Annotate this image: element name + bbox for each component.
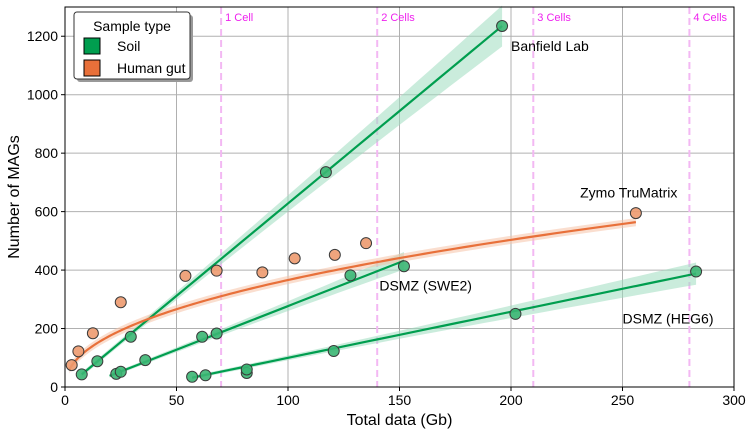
y-tick-label: 600 (35, 204, 59, 220)
data-point (629, 207, 642, 220)
x-tick-label: 0 (61, 392, 69, 408)
series-label: DSMZ (SWE2) (379, 278, 472, 294)
cell-boundary-label: 2 Cells (381, 12, 415, 24)
data-point (327, 345, 340, 358)
legend: Sample type Soil Human gut (73, 11, 193, 82)
data-point (397, 260, 410, 273)
data-point (509, 307, 522, 320)
legend-label-human-gut: Human gut (117, 60, 186, 76)
legend-swatch-human-gut (83, 59, 101, 77)
data-point (186, 370, 199, 383)
data-point (139, 354, 152, 367)
data-point (240, 363, 253, 376)
axis-ticks: 0 50 100 150 200 250 300 0 200 400 600 800 1000 1200 (27, 28, 746, 408)
confidence-band (81, 5, 503, 377)
x-tick-label: 300 (722, 392, 746, 408)
data-point (256, 266, 269, 279)
fit-lines (68, 25, 697, 379)
series-label: Zymo TruMatrix (580, 185, 677, 201)
data-point (179, 269, 192, 282)
confidence-band (192, 262, 697, 380)
data-point (114, 296, 127, 309)
cell-boundary-label: 3 Cells (537, 12, 571, 24)
data-point (72, 345, 85, 358)
legend-box (73, 11, 191, 80)
fit-line (81, 25, 503, 376)
y-tick-label: 800 (35, 145, 59, 161)
data-point (86, 327, 99, 340)
y-tick-label: 1000 (27, 87, 58, 103)
data-point (210, 327, 223, 340)
y-axis-label: Number of MAGs (6, 135, 23, 259)
cell-boundary-label: 1 Cell (225, 12, 253, 24)
data-points (65, 20, 703, 383)
legend-label-soil: Soil (117, 38, 140, 54)
x-axis-label: Total data (Gb) (347, 412, 453, 429)
data-point (344, 269, 357, 282)
y-tick-label: 400 (35, 262, 59, 278)
data-point (328, 248, 341, 261)
legend-title: Sample type (93, 18, 171, 34)
x-tick-label: 150 (388, 392, 412, 408)
data-point (196, 330, 209, 343)
data-point (75, 368, 88, 381)
y-tick-label: 0 (50, 379, 58, 395)
y-tick-label: 1200 (27, 28, 58, 44)
series-label: DSMZ (HEG6) (623, 310, 714, 326)
x-tick-label: 50 (169, 392, 185, 408)
x-tick-label: 200 (499, 392, 523, 408)
data-point (690, 265, 703, 278)
x-tick-label: 250 (611, 392, 635, 408)
data-point (199, 369, 212, 382)
data-point (114, 365, 127, 378)
confidence-band (69, 218, 636, 374)
legend-swatch-soil (83, 37, 101, 55)
y-tick-label: 200 (35, 321, 59, 337)
cell-markers: 1 Cell 2 Cells 3 Cells 4 Cells (220, 7, 728, 387)
x-tick-label: 100 (276, 392, 300, 408)
cell-boundary-label: 4 Cells (693, 12, 727, 24)
data-point (65, 359, 78, 372)
data-point (319, 166, 332, 179)
fit-line (109, 259, 405, 377)
data-point (496, 20, 509, 32)
fit-line (68, 221, 637, 370)
data-point (288, 252, 301, 265)
data-point (124, 330, 137, 343)
data-point (360, 237, 373, 250)
series-label: Banfield Lab (511, 38, 589, 54)
fit-line (191, 272, 697, 379)
data-point (210, 264, 223, 277)
data-point (91, 355, 104, 368)
series-annotations: Banfield Lab DSMZ (SWE2) DSMZ (HEG6) Zymo T… (379, 38, 713, 326)
